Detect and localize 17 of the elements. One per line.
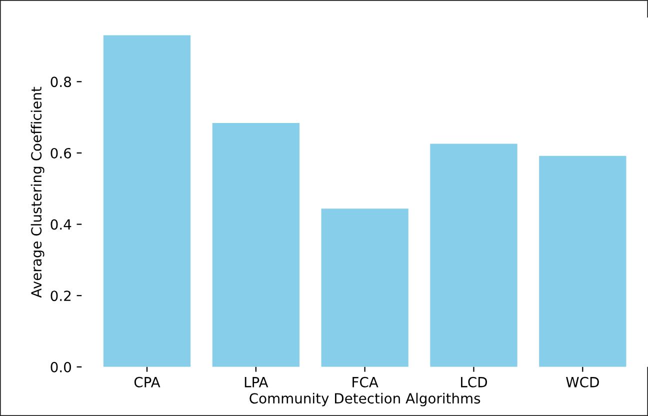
y-tick-label: 0.2 [50, 290, 71, 302]
bar [212, 123, 300, 367]
bar [539, 156, 626, 367]
x-tick-label: LCD [461, 376, 487, 388]
x-tick-label: WCD [566, 376, 599, 388]
bar [321, 208, 408, 367]
bar [430, 144, 518, 367]
y-axis-title: Average Clustering Coefficient [30, 86, 44, 298]
y-tick-label: 0.8 [50, 76, 71, 88]
x-tick-label: LPA [244, 377, 268, 388]
y-tick-label: 0.0 [50, 362, 72, 372]
x-tick-label: CPA [134, 376, 160, 388]
y-tick-label: 0.6 [50, 148, 72, 158]
y-tick-label: 0.4 [50, 219, 72, 230]
x-axis-title: Community Detection Algorithms [250, 392, 480, 406]
bar [103, 35, 191, 367]
x-tick-label: FCA [352, 376, 378, 388]
